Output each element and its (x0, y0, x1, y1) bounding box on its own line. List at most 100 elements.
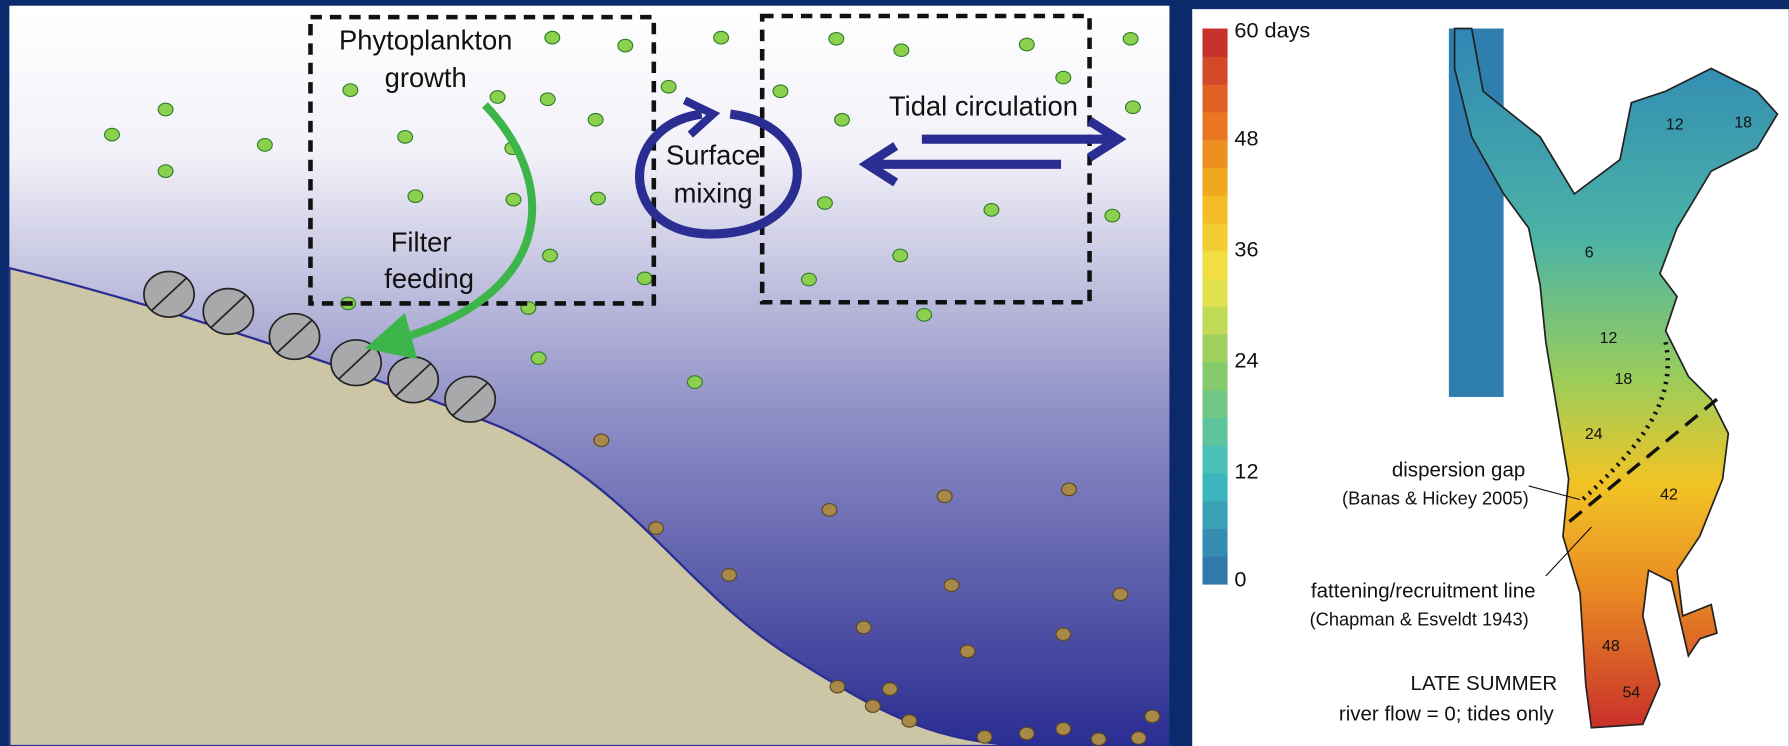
label: mixing (674, 177, 753, 208)
phytoplankton (917, 309, 932, 322)
phytoplankton (1019, 38, 1034, 51)
colorbar-tick-label: 0 (1234, 566, 1246, 591)
colorbar-band (1202, 473, 1227, 501)
phytoplankton (1056, 71, 1071, 84)
phytoplankton (661, 80, 676, 93)
annotation: dispersion gap (1392, 459, 1525, 482)
colorbar-tick-label: 48 (1234, 125, 1258, 150)
phytoplankton (343, 84, 358, 97)
detritus (1062, 483, 1077, 496)
colorbar-band (1202, 362, 1227, 390)
colorbar-band (1202, 390, 1227, 418)
contour-label: 24 (1585, 426, 1603, 443)
phytoplankton (1123, 33, 1138, 46)
label: Filter (391, 226, 452, 257)
phytoplankton (506, 193, 521, 206)
label: Tidal circulation (889, 91, 1078, 122)
colorbar-band (1202, 417, 1227, 445)
phytoplankton (818, 197, 833, 210)
annotation: (Chapman & Esveldt 1943) (1310, 608, 1529, 629)
phytoplankton (540, 93, 555, 106)
phytoplankton (531, 352, 546, 365)
contour-label: 42 (1660, 486, 1678, 503)
colorbar-band (1202, 167, 1227, 195)
detritus (1091, 733, 1106, 746)
contour-label: 6 (1585, 244, 1594, 261)
colorbar-tick-label: 12 (1234, 459, 1258, 484)
detritus (722, 569, 737, 582)
colorbar-band (1202, 112, 1227, 140)
detritus (1056, 628, 1071, 641)
phytoplankton (1105, 209, 1120, 222)
colorbar-band (1202, 195, 1227, 223)
detritus (1019, 727, 1034, 740)
detritus (649, 522, 664, 535)
colorbar-band (1202, 56, 1227, 84)
phytoplankton (894, 44, 909, 57)
detritus (865, 700, 880, 713)
annotation: river flow = 0; tides only (1339, 703, 1555, 726)
left-panel: Phytoplankton growth Filter feeding Surf… (9, 6, 1169, 746)
colorbar-band (1202, 445, 1227, 473)
annotation: fattening/recruitment line (1311, 579, 1536, 602)
contour-label: 18 (1734, 114, 1752, 131)
colorbar-tick-label: 60 days (1234, 18, 1310, 43)
contour-label: 12 (1666, 117, 1684, 134)
phytoplankton (105, 128, 120, 141)
detritus (1056, 723, 1071, 736)
contour-label: 12 (1600, 330, 1618, 347)
phytoplankton (802, 273, 817, 286)
phytoplankton (835, 113, 850, 126)
phytoplankton (893, 249, 908, 262)
colorbar-band (1202, 306, 1227, 334)
colorbar-band (1202, 223, 1227, 251)
phytoplankton (687, 376, 702, 389)
detritus (594, 434, 609, 447)
phytoplankton (158, 165, 173, 178)
phytoplankton (1125, 101, 1140, 114)
contour-label: 18 (1615, 371, 1633, 388)
annotation: (Banas & Hickey 2005) (1342, 487, 1529, 508)
figure: Phytoplankton growth Filter feeding Surf… (0, 0, 1789, 746)
phytoplankton (257, 139, 272, 152)
contour-label: 54 (1622, 685, 1640, 702)
phytoplankton (984, 204, 999, 217)
colorbar-band (1202, 278, 1227, 306)
detritus (830, 680, 845, 693)
phytoplankton (637, 272, 652, 285)
detritus (960, 645, 975, 658)
detritus (822, 504, 837, 517)
colorbar-tick-label: 36 (1234, 236, 1258, 261)
detritus (977, 731, 992, 744)
detritus (856, 621, 871, 634)
colorbar-band (1202, 556, 1227, 584)
phytoplankton (773, 85, 788, 98)
phytoplankton (408, 190, 423, 203)
colorbar-band (1202, 84, 1227, 112)
phytoplankton (158, 103, 173, 116)
colorbar-band (1202, 334, 1227, 362)
detritus (937, 490, 952, 503)
phytoplankton (490, 91, 505, 104)
colorbar-band (1202, 528, 1227, 556)
detritus (883, 683, 898, 696)
label: Phytoplankton (339, 24, 512, 55)
colorbar-band (1202, 251, 1227, 279)
colorbar-tick-label: 24 (1234, 348, 1258, 373)
detritus (1131, 732, 1146, 745)
label: growth (385, 62, 467, 93)
phytoplankton (543, 249, 558, 262)
label: feeding (384, 263, 474, 294)
phytoplankton (618, 39, 633, 52)
colorbar-band (1202, 140, 1227, 168)
detritus (1145, 710, 1160, 723)
annotation: LATE SUMMER (1411, 672, 1558, 695)
colorbar-band (1202, 501, 1227, 529)
detritus (902, 715, 917, 728)
phytoplankton (398, 131, 413, 144)
phytoplankton (591, 192, 606, 205)
label: Surface (666, 140, 760, 171)
detritus (1113, 588, 1128, 601)
phytoplankton (545, 31, 560, 44)
